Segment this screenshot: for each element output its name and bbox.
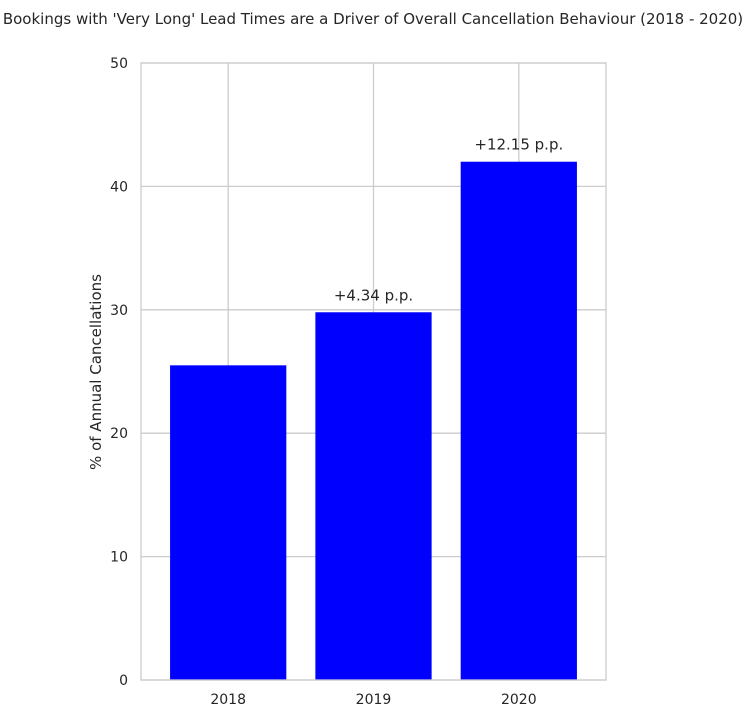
x-tick-label: 2018 — [210, 692, 246, 708]
plot-frame — [140, 62, 607, 681]
y-tick-label: 50 — [110, 56, 128, 72]
y-tick-label: 20 — [110, 426, 128, 442]
bar-2020 — [460, 161, 577, 681]
x-tick-label: 2019 — [356, 692, 392, 708]
x-axis-ticks: 2018 2019 2020 — [210, 692, 536, 708]
bars — [170, 161, 577, 681]
bar-2018 — [170, 365, 287, 680]
bar-annotation: +12.15 p.p. — [474, 136, 563, 154]
bar-annotation: +4.34 p.p. — [334, 286, 413, 304]
y-tick-label: 0 — [119, 673, 128, 689]
y-axis-label: % of Annual Cancellations — [87, 274, 105, 470]
y-tick-label: 10 — [110, 550, 128, 566]
y-tick-label: 40 — [110, 179, 128, 195]
bar-2019 — [315, 312, 432, 680]
annotations: +4.34 p.p. +12.15 p.p. — [334, 136, 563, 305]
y-tick-label: 30 — [110, 303, 128, 319]
y-axis-ticks: 0 10 20 30 40 50 — [110, 56, 128, 689]
x-tick-label: 2020 — [501, 692, 537, 708]
chart-title: Bookings with 'Very Long' Lead Times are… — [3, 10, 743, 28]
